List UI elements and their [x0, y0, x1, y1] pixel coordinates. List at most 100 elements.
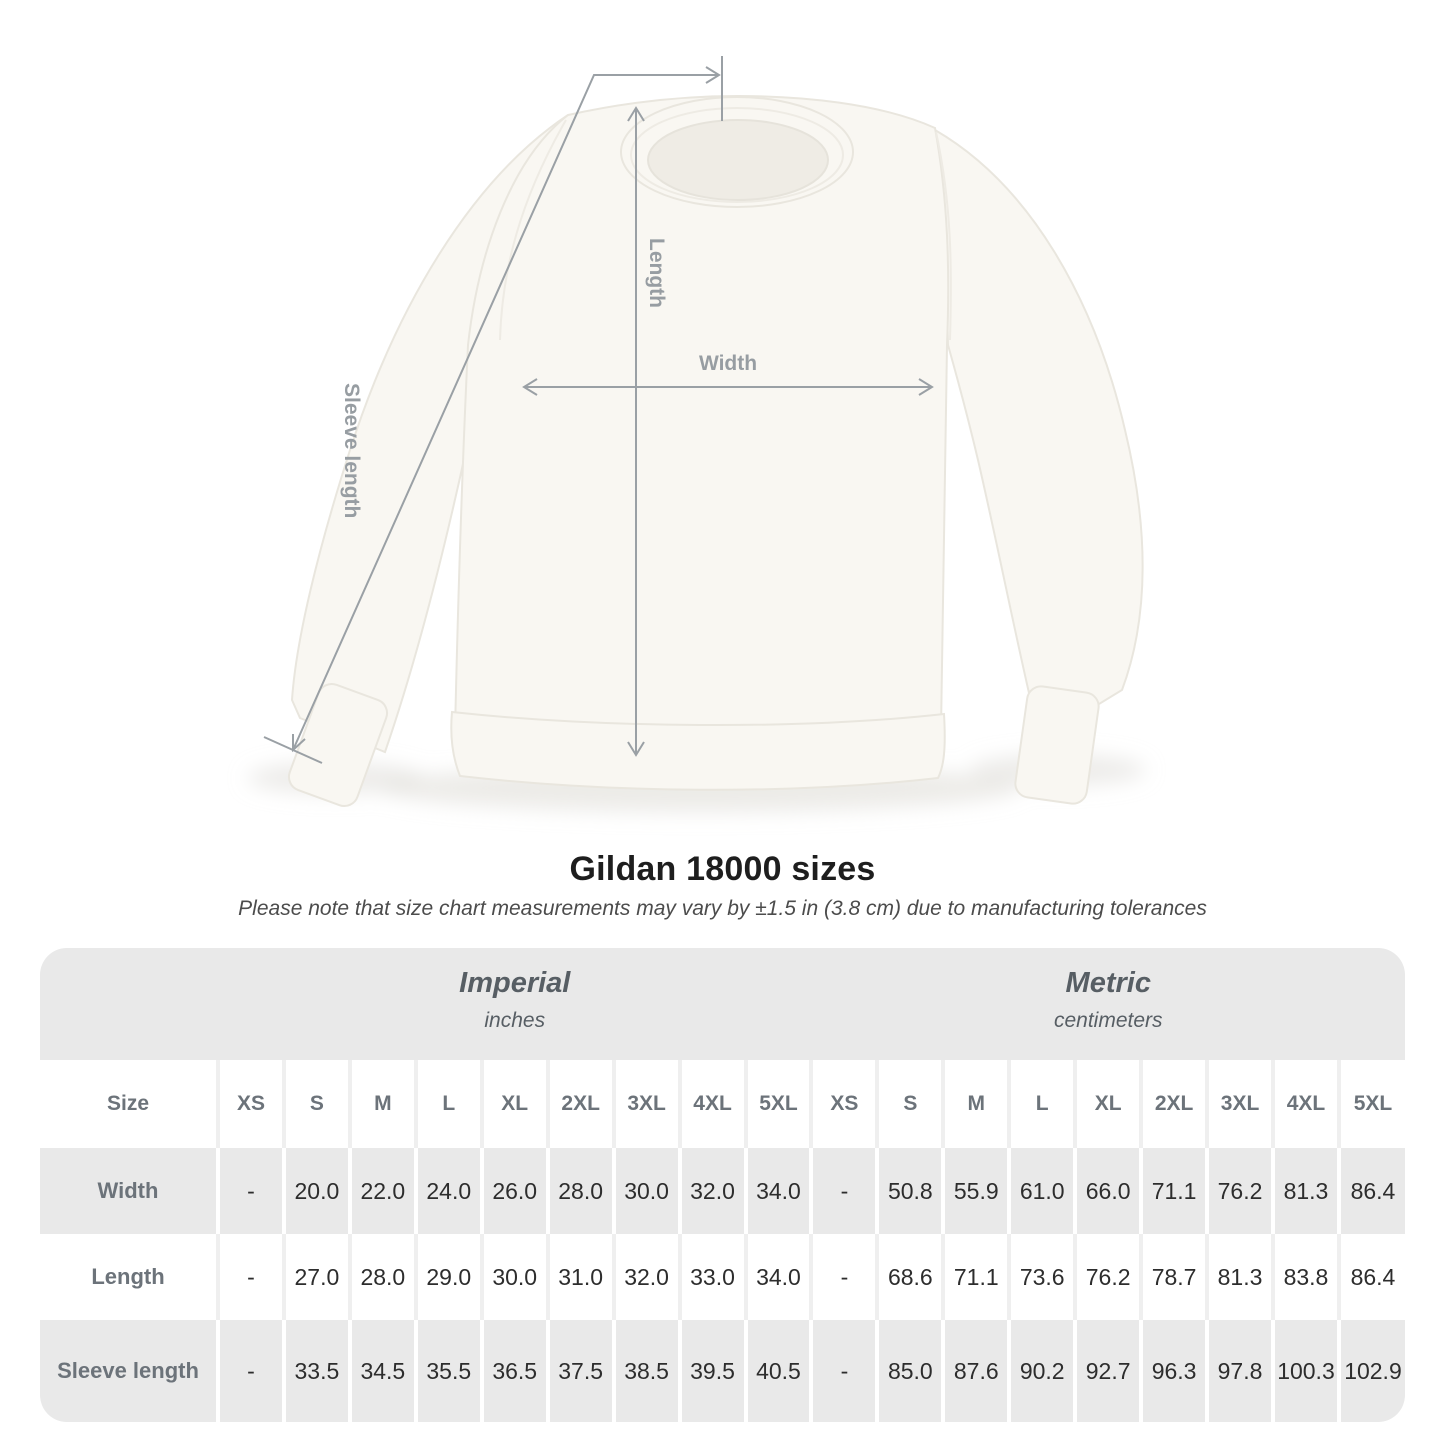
length-dimension: Length: [627, 106, 668, 757]
size-value: 85.0: [875, 1320, 944, 1422]
cuff-tick: [263, 736, 323, 764]
metric-title: Metric: [1065, 967, 1151, 999]
table-row-width: Width - 20.0 22.0 24.0 26.0 28.0 30.0 32…: [40, 1148, 1405, 1234]
sweatshirt-figure: Length Width Sleeve length: [247, 56, 1146, 812]
size-header-row: Size XS S M L XL 2XL 3XL 4XL 5XL XS S M …: [40, 1060, 1405, 1148]
length-label: Length: [645, 238, 668, 308]
left-armhole-seam: [499, 119, 567, 341]
size-header: XL: [479, 1060, 548, 1148]
size-value: 66.0: [1073, 1148, 1142, 1234]
row-label: Length: [40, 1234, 218, 1320]
size-value: 33.0: [677, 1234, 746, 1320]
size-value: 34.0: [743, 1234, 812, 1320]
size-value: 61.0: [1007, 1148, 1076, 1234]
size-value: 28.0: [545, 1148, 614, 1234]
unit-band-spacer: [40, 948, 218, 1060]
imperial-header: Imperial inches: [218, 948, 812, 1060]
sleeve-length-line: [292, 74, 719, 751]
size-value: 83.8: [1271, 1234, 1339, 1320]
size-value: 37.5: [545, 1320, 614, 1422]
size-value: 33.5: [281, 1320, 350, 1422]
size-value: 81.3: [1205, 1234, 1273, 1320]
size-header: 5XL: [1336, 1060, 1405, 1148]
size-value: 71.1: [941, 1234, 1010, 1320]
size-value: -: [216, 1234, 284, 1320]
right-cuff: [1014, 685, 1100, 805]
row-label: Sleeve length: [40, 1320, 218, 1422]
size-header: 5XL: [743, 1060, 812, 1148]
arrow-up-icon: [627, 106, 645, 122]
size-value: 92.7: [1073, 1320, 1142, 1422]
size-header: XL: [1073, 1060, 1142, 1148]
size-value: 30.0: [479, 1234, 548, 1320]
size-header: L: [1007, 1060, 1076, 1148]
size-value: -: [809, 1148, 878, 1234]
size-value: 30.0: [611, 1148, 680, 1234]
size-header: 4XL: [1271, 1060, 1339, 1148]
row-label: Width: [40, 1148, 218, 1234]
size-value: 76.2: [1073, 1234, 1142, 1320]
size-value: 71.1: [1139, 1148, 1208, 1234]
size-value: 73.6: [1007, 1234, 1076, 1320]
size-value: 38.5: [611, 1320, 680, 1422]
right-sleeve: [933, 128, 1144, 742]
size-header: L: [413, 1060, 482, 1148]
size-value: 100.3: [1271, 1320, 1339, 1422]
size-value: 68.6: [875, 1234, 944, 1320]
size-value: 20.0: [281, 1148, 350, 1234]
size-value: 32.0: [677, 1148, 746, 1234]
size-table: Size XS S M L XL 2XL 3XL 4XL 5XL XS S M …: [40, 1060, 1405, 1422]
size-header: 4XL: [677, 1060, 746, 1148]
size-value: 35.5: [413, 1320, 482, 1422]
size-value: 97.8: [1205, 1320, 1273, 1422]
size-value: 22.0: [347, 1148, 416, 1234]
body-panel: [453, 94, 950, 744]
table-row-sleeve-length: Sleeve length - 33.5 34.5 35.5 36.5 37.5…: [40, 1320, 1405, 1422]
size-value: -: [216, 1148, 284, 1234]
size-value: 31.0: [545, 1234, 614, 1320]
size-value: 87.6: [941, 1320, 1010, 1422]
size-header: 2XL: [545, 1060, 614, 1148]
size-header: XS: [809, 1060, 878, 1148]
size-value: 86.4: [1336, 1234, 1405, 1320]
metric-header: Metric centimeters: [812, 948, 1406, 1060]
size-header: XS: [216, 1060, 284, 1148]
sleeve-length-dimension: Sleeve length: [263, 56, 723, 764]
size-value: 76.2: [1205, 1148, 1273, 1234]
right-armhole-seam: [935, 131, 952, 341]
size-header: M: [941, 1060, 1010, 1148]
imperial-unit: inches: [484, 1009, 546, 1032]
size-column-title: Size: [40, 1060, 218, 1148]
collar-inner: [647, 119, 829, 201]
arrow-down-icon: [627, 741, 645, 757]
size-value: 55.9: [941, 1148, 1010, 1234]
arrow-right-icon: [918, 378, 934, 396]
size-value: 34.0: [743, 1148, 812, 1234]
size-header: M: [347, 1060, 416, 1148]
left-cuff: [287, 683, 389, 807]
tolerance-note: Please note that size chart measurements…: [238, 897, 1207, 920]
size-value: 50.8: [875, 1148, 944, 1234]
arrow-left-icon: [522, 378, 538, 396]
size-chart-card: Imperial inches Metric centimeters Size …: [40, 948, 1405, 1422]
size-header: S: [875, 1060, 944, 1148]
size-value: 81.3: [1271, 1148, 1339, 1234]
size-header: 3XL: [611, 1060, 680, 1148]
size-value: 36.5: [479, 1320, 548, 1422]
size-value: -: [809, 1234, 878, 1320]
size-value: 96.3: [1139, 1320, 1208, 1422]
width-dimension: Width: [522, 352, 934, 396]
size-value: -: [809, 1320, 878, 1422]
size-value: 26.0: [479, 1148, 548, 1234]
hem-band: [450, 710, 946, 791]
size-value: 78.7: [1139, 1234, 1208, 1320]
metric-unit: centimeters: [1053, 1009, 1163, 1032]
size-value: 40.5: [743, 1320, 812, 1422]
size-value: 28.0: [347, 1234, 416, 1320]
size-header: S: [281, 1060, 350, 1148]
size-value: 102.9: [1336, 1320, 1405, 1422]
size-value: 29.0: [413, 1234, 482, 1320]
size-value: 90.2: [1007, 1320, 1076, 1422]
size-value: 27.0: [281, 1234, 350, 1320]
unit-header-band: Imperial inches Metric centimeters: [40, 948, 1405, 1060]
